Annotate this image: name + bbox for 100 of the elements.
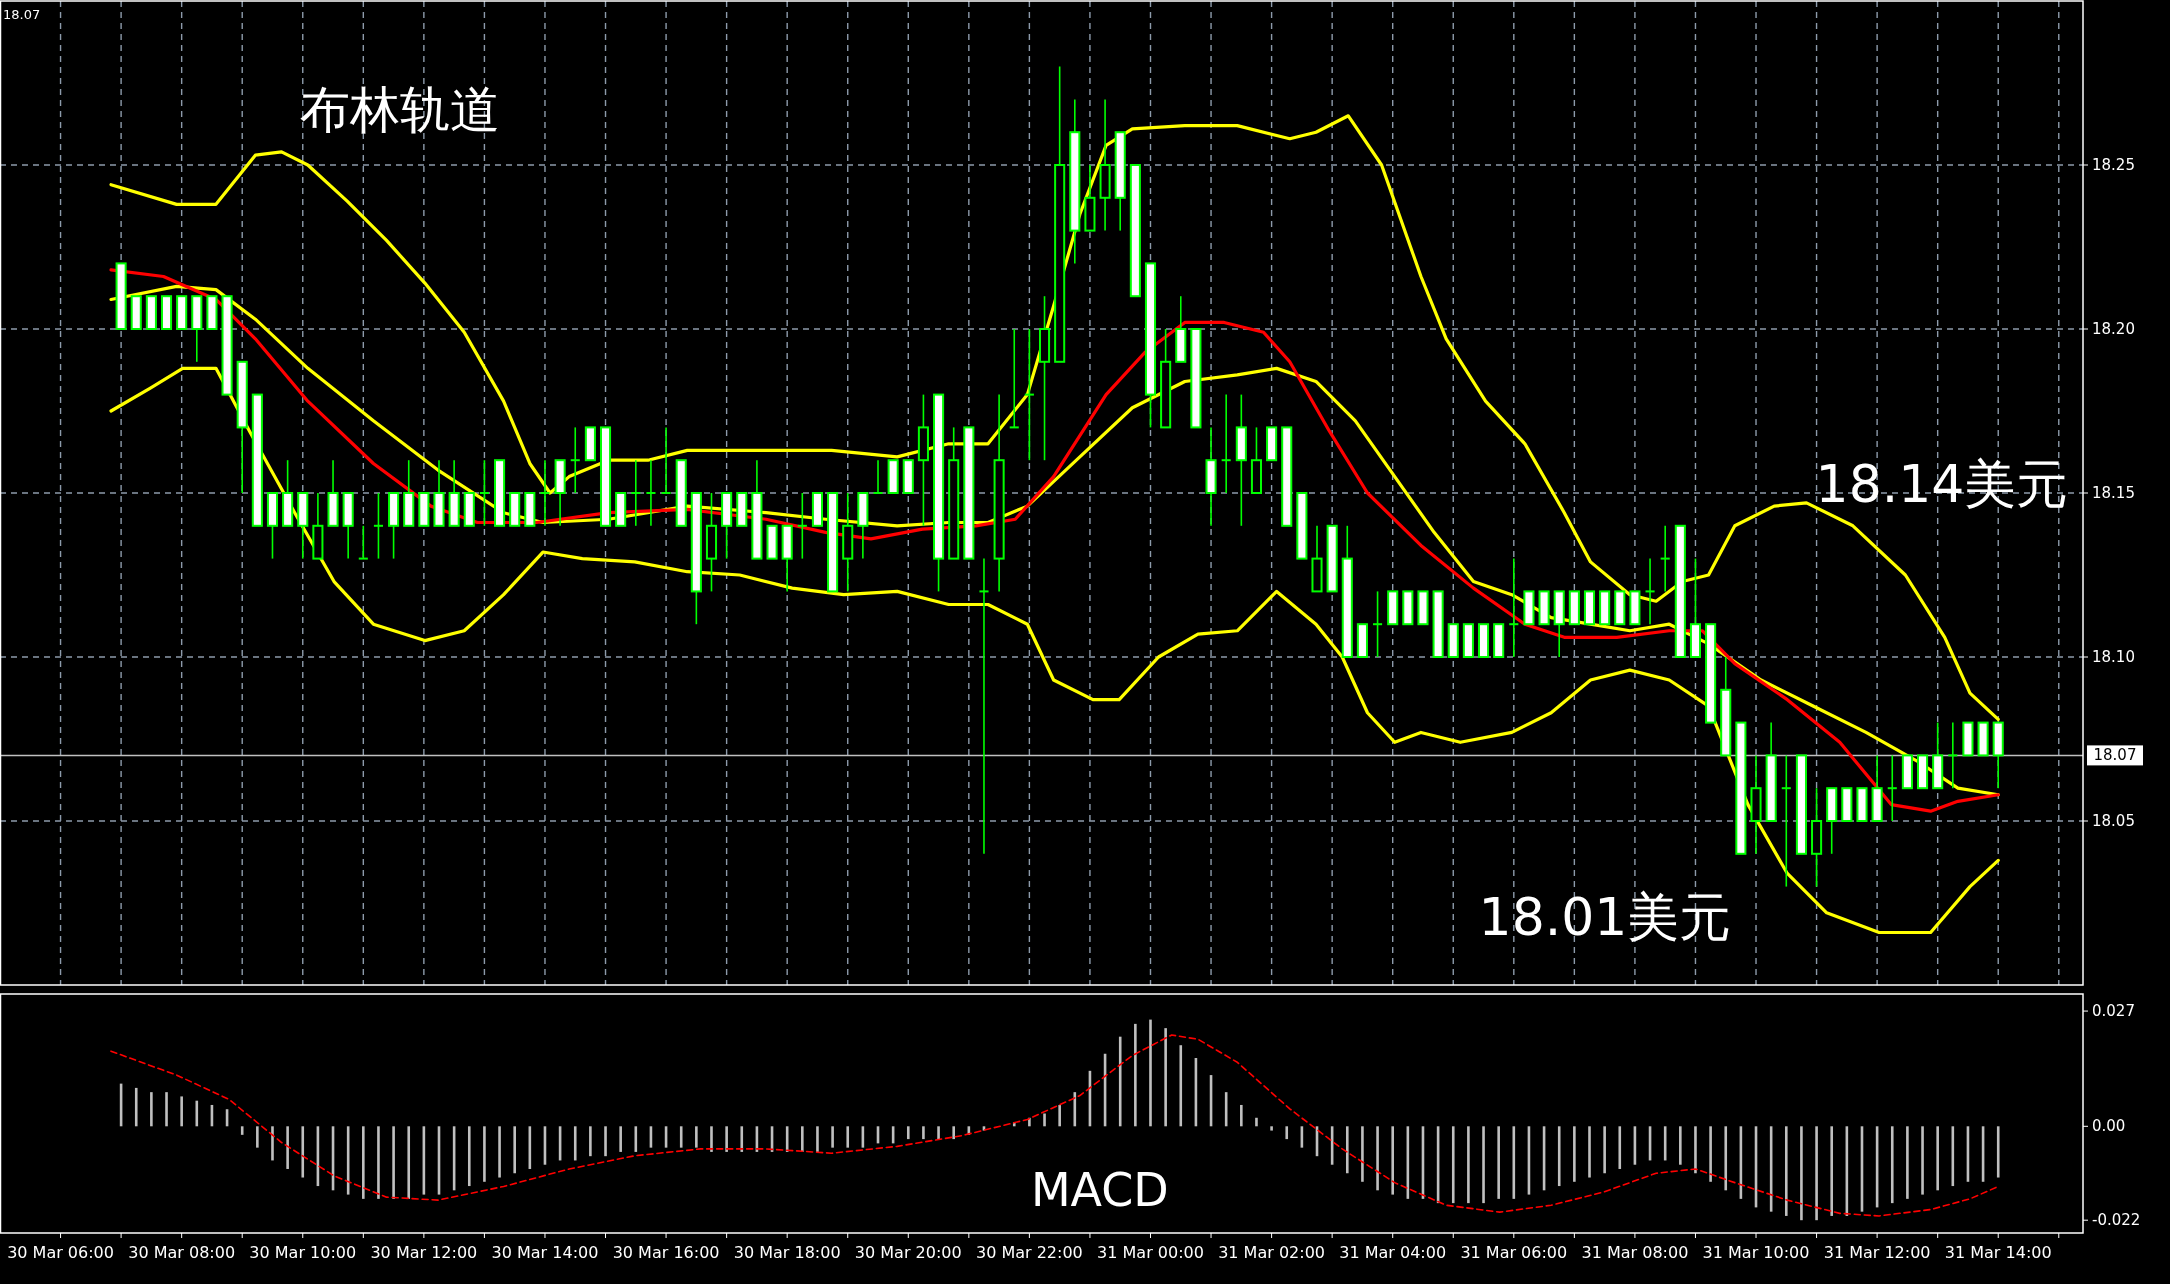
bar [240, 1126, 244, 1135]
bar [816, 1126, 819, 1152]
bar [740, 1126, 744, 1152]
bar [1618, 1126, 1622, 1169]
bar [1149, 1019, 1152, 1127]
text: MACD [1030, 1162, 1169, 1217]
bar [362, 1126, 365, 1199]
y-tick-label: 18.05 [2092, 811, 2135, 830]
candlestick [357, 525, 369, 560]
bar [725, 1126, 728, 1152]
bar [1784, 1126, 1788, 1216]
bar [1936, 1126, 1939, 1191]
bar [1497, 1126, 1500, 1199]
candlestick [872, 459, 884, 494]
bar [467, 1126, 471, 1187]
bar [1694, 1126, 1697, 1174]
bar [1118, 1036, 1122, 1127]
x-tick-label: 31 Mar 06:00 [1460, 1242, 1568, 1262]
x-tick-label: 31 Mar 12:00 [1823, 1242, 1931, 1262]
bar [1921, 1126, 1924, 1195]
bar [195, 1100, 199, 1127]
bar [286, 1126, 289, 1169]
candlestick [1508, 557, 1520, 658]
x-tick-label: 30 Mar 12:00 [370, 1242, 478, 1262]
bar [180, 1096, 183, 1127]
x-tick-label: 31 Mar 00:00 [1097, 1242, 1204, 1262]
x-tick-label: 31 Mar 14:00 [1944, 1242, 2052, 1262]
bar [392, 1126, 395, 1199]
candlestick [1220, 393, 1232, 494]
bar [695, 1126, 698, 1148]
annotation: 18.07 [3, 6, 41, 22]
candlestick [478, 459, 490, 527]
bar [634, 1126, 638, 1152]
annotation: 18.14美元 [1815, 454, 2069, 514]
x-tick-label: 30 Mar 08:00 [128, 1242, 236, 1262]
candlestick [978, 557, 990, 855]
candlestick [1780, 754, 1792, 888]
bar [1709, 1126, 1712, 1182]
bar [573, 1126, 577, 1161]
bar [498, 1126, 501, 1178]
candlestick [1644, 557, 1656, 625]
x-tick-label: 31 Mar 08:00 [1581, 1242, 1689, 1262]
bar [301, 1126, 305, 1178]
bar [1573, 1126, 1576, 1182]
x-tick-label: 30 Mar 16:00 [612, 1242, 720, 1262]
bar [483, 1126, 486, 1182]
candlestick [1947, 721, 1959, 789]
ref-line-label: 18.07 [2093, 745, 2137, 764]
bar [831, 1126, 834, 1148]
bar [1996, 1126, 2000, 1178]
x-tick-label: 30 Mar 10:00 [249, 1242, 357, 1262]
bar [1240, 1104, 1243, 1127]
bar [377, 1126, 380, 1199]
bar [1376, 1126, 1379, 1191]
bar [1134, 1023, 1137, 1127]
bar [1164, 1028, 1167, 1127]
bar [801, 1126, 804, 1152]
candlestick [1886, 754, 1898, 822]
y-tick-label: 18.20 [2092, 319, 2135, 338]
bar [134, 1087, 138, 1127]
candlestick [372, 492, 384, 560]
bar [679, 1126, 683, 1148]
bar [1603, 1126, 1606, 1174]
bar [1890, 1126, 1894, 1204]
x-tick-label: 30 Mar 18:00 [733, 1242, 841, 1262]
bar [846, 1126, 850, 1148]
bar [589, 1126, 592, 1157]
bar [619, 1126, 622, 1152]
bar [1467, 1126, 1470, 1204]
bar [1906, 1126, 1909, 1199]
bar [1815, 1126, 1818, 1221]
bar [1361, 1126, 1364, 1182]
bar [165, 1092, 168, 1127]
y-tick-label: 0.027 [2092, 1001, 2135, 1020]
x-tick-label: 31 Mar 04:00 [1339, 1242, 1447, 1262]
y-tick-label: 0.00 [2092, 1116, 2126, 1135]
bar [271, 1126, 274, 1161]
bar [1179, 1045, 1183, 1127]
x-tick-label: 30 Mar 14:00 [491, 1242, 599, 1262]
bar [1588, 1126, 1591, 1178]
bar [1557, 1126, 1561, 1187]
y-tick-label: 18.25 [2092, 155, 2135, 174]
bar [513, 1126, 516, 1174]
candlestick [796, 492, 808, 560]
candlestick [1372, 590, 1384, 658]
candlestick [660, 426, 672, 494]
bar [1270, 1126, 1273, 1131]
x-tick-label: 30 Mar 22:00 [975, 1242, 1083, 1262]
bar [1724, 1126, 1728, 1191]
bar [1830, 1126, 1834, 1216]
bar [1800, 1126, 1803, 1221]
bar [604, 1126, 607, 1157]
candlestick [1659, 525, 1671, 593]
bar [256, 1126, 259, 1148]
text: 布林轨道 [300, 80, 500, 139]
bar [937, 1126, 940, 1140]
bar [1255, 1117, 1258, 1127]
x-tick-label: 31 Mar 10:00 [1702, 1242, 1810, 1262]
annotation: 18.01美元 [1478, 887, 1732, 947]
bar [1043, 1113, 1046, 1127]
